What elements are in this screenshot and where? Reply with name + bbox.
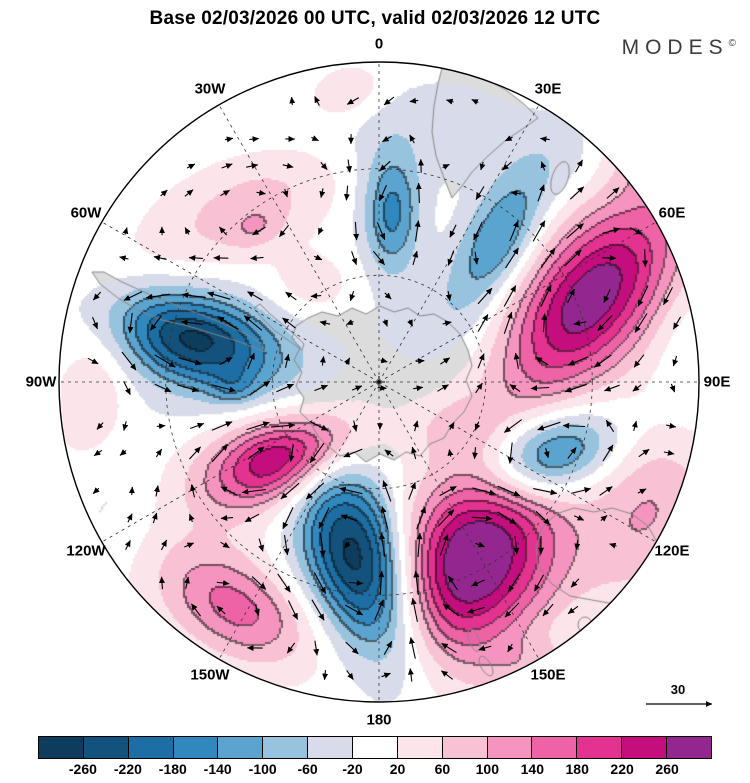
- colorbar-tick--180: -180: [158, 761, 187, 777]
- colorbar-tick-140: 140: [520, 761, 544, 777]
- colorbar-tick--60: -60: [297, 761, 318, 777]
- colorbar-tick-260: 260: [655, 761, 679, 777]
- colorbar-cell-14: [667, 737, 711, 758]
- meridian-label-90E: 90E: [703, 373, 731, 391]
- colorbar-tick-20: 20: [389, 761, 406, 777]
- meridian-label-30W: 30W: [194, 80, 226, 98]
- colorbar-cell-0: [39, 737, 84, 758]
- colorbar-tick-60: 60: [434, 761, 451, 777]
- colorbar-cell-6: [308, 737, 354, 758]
- meridian-label-60W: 60W: [70, 204, 102, 222]
- meridian-label-90W: 90W: [25, 373, 57, 391]
- colorbar-cell-2: [128, 737, 174, 758]
- colorbar-cell-12: [577, 737, 623, 758]
- colorbar-cell-11: [532, 737, 578, 758]
- colorbar-tick--20: -20: [342, 761, 363, 777]
- colorbar-cell-9: [442, 737, 488, 758]
- meridian-label-0: 0: [374, 35, 384, 53]
- colorbar-tick-220: 220: [610, 761, 634, 777]
- colorbar-cell-10: [487, 737, 533, 758]
- colorbar-tick--260: -260: [68, 761, 97, 777]
- colorbar-cell-1: [83, 737, 129, 758]
- colorbar-cell-8: [397, 737, 443, 758]
- colorbar-tick-100: 100: [475, 761, 499, 777]
- meridian-label-180: 180: [366, 711, 392, 729]
- colorbar: [38, 736, 712, 759]
- meridian-label-60E: 60E: [658, 204, 686, 222]
- meridian-label-30E: 30E: [534, 80, 562, 98]
- meridian-label-150W: 150W: [190, 666, 230, 684]
- colorbar-cell-7: [353, 737, 398, 758]
- colorbar-cell-4: [218, 737, 264, 758]
- colorbar-cell-13: [622, 737, 668, 758]
- colorbar-cell-5: [263, 737, 309, 758]
- meridian-label-120W: 120W: [66, 542, 106, 560]
- colorbar-tick--100: -100: [248, 761, 277, 777]
- wind-reference-value: 30: [670, 682, 686, 697]
- meridian-label-150E: 150E: [530, 666, 566, 684]
- colorbar-cell-3: [173, 737, 219, 758]
- meridian-label-120E: 120E: [654, 542, 690, 560]
- colorbar-tick-180: 180: [565, 761, 589, 777]
- colorbar-tick--140: -140: [203, 761, 232, 777]
- colorbar-tick--220: -220: [113, 761, 142, 777]
